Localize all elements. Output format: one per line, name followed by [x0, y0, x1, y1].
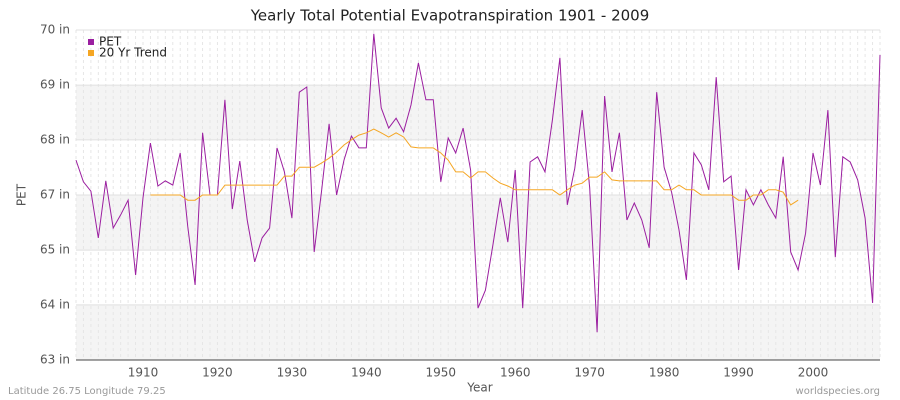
y-tick-label: 63 in: [40, 353, 70, 367]
y-tick-label: 69 in: [40, 78, 70, 92]
x-tick-label: 1960: [500, 366, 531, 380]
y-tick-label: 65 in: [40, 243, 70, 257]
x-tick-label: 1950: [426, 366, 457, 380]
x-tick-label: 1940: [351, 366, 382, 380]
y-tick-label: 67 in: [40, 188, 70, 202]
x-tick-label: 1980: [649, 366, 680, 380]
x-tick-label: 1970: [574, 366, 605, 380]
x-tick-label: 2000: [798, 366, 829, 380]
x-axis-label: Year: [466, 381, 492, 395]
y-tick-label: 68 in: [40, 132, 70, 146]
chart-title: Yearly Total Potential Evapotranspiratio…: [250, 7, 650, 25]
x-tick-label: 1990: [723, 366, 754, 380]
y-axis-label: PET: [15, 183, 29, 206]
data-line: [150, 128, 799, 206]
y-tick-label: 70 in: [40, 23, 70, 37]
footer-left: Latitude 26.75 Longitude 79.25: [8, 386, 166, 397]
y-tick-label: 64 in: [40, 297, 70, 311]
legend-swatch: [88, 39, 94, 45]
x-tick-label: 1910: [128, 366, 159, 380]
legend-label: PET: [99, 35, 122, 49]
footer-right: worldspecies.org: [796, 386, 880, 397]
x-tick-label: 1920: [202, 366, 233, 380]
legend-label: 20 Yr Trend: [99, 46, 167, 60]
x-tick-label: 1930: [277, 366, 308, 380]
grid-band: [76, 85, 880, 140]
legend-swatch: [88, 50, 94, 56]
